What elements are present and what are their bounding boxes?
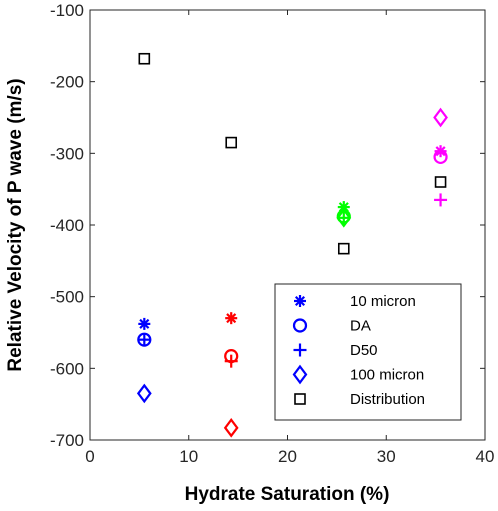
y-tick-label: -400	[50, 216, 84, 235]
legend-label: 10 micron	[350, 293, 416, 310]
x-tick-label: 20	[278, 447, 297, 466]
legend-marker-plus	[293, 343, 307, 357]
y-tick-label: -100	[50, 1, 84, 20]
legend-marker-circle	[292, 318, 308, 333]
x-axis-title: Hydrate Saturation (%)	[185, 484, 390, 505]
legend-box	[274, 283, 462, 421]
x-tick-label: 0	[85, 447, 94, 466]
point-plus-4	[434, 193, 448, 207]
legend-marker-asterisk	[294, 295, 306, 307]
y-axis-title: Relative Velocity of P wave (m/s)	[5, 78, 26, 371]
y-tick-label: -700	[50, 431, 84, 450]
point-square-1	[138, 52, 151, 65]
legend-label: D50	[350, 342, 378, 359]
legend-marker-diamond	[292, 364, 308, 385]
legend: 10 micron DA D50 100 micron Distribution	[274, 283, 462, 421]
point-asterisk-3	[337, 201, 350, 214]
point-plus-1	[137, 333, 151, 347]
point-square-2	[225, 136, 238, 149]
point-diamond-3	[336, 207, 352, 228]
plot-frame	[89, 9, 486, 441]
point-square-4	[434, 176, 447, 188]
point-circle-1	[137, 332, 152, 347]
x-tick-label: 30	[377, 447, 396, 466]
point-diamond-2	[223, 417, 239, 438]
legend-label: Distribution	[350, 391, 425, 408]
point-square-3	[337, 242, 350, 255]
point-asterisk-2	[225, 312, 238, 325]
legend-marker-square	[294, 393, 306, 405]
y-tick-label: -200	[50, 73, 84, 92]
point-asterisk-1	[138, 317, 151, 330]
axis-ticks: 0 10 20 30 40 -700 -600 -500 -400 -300 -200 -100	[50, 1, 494, 466]
point-asterisk-4	[434, 145, 447, 158]
x-tick-label: 40	[476, 447, 495, 466]
data-points	[136, 52, 448, 438]
point-diamond-1	[136, 383, 152, 404]
y-tick-label: -500	[50, 288, 84, 307]
x-tick-label: 10	[179, 447, 198, 466]
point-diamond-4	[433, 107, 448, 128]
y-tick-label: -300	[50, 144, 84, 163]
legend-label: DA	[350, 318, 371, 335]
legend-label: 100 micron	[350, 367, 424, 384]
point-circle-2	[224, 349, 239, 364]
y-tick-label: -600	[50, 359, 84, 378]
